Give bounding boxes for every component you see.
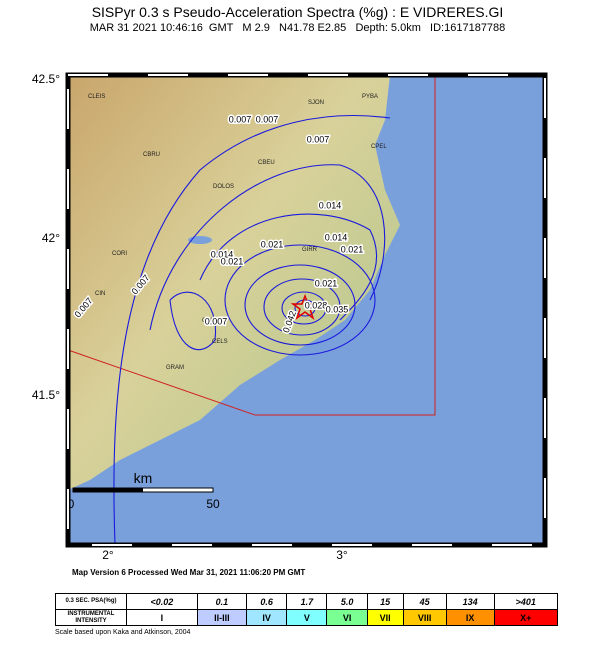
scale-note: Scale based upon Kaka and Atkinson, 2004 (55, 629, 191, 636)
land (68, 75, 400, 490)
intensity-cell: I (126, 609, 198, 626)
contour (149, 164, 386, 331)
intensity-cell: X+ (493, 609, 558, 626)
contour-label: 0.021 (221, 256, 244, 266)
lat-label: 42.5° (32, 72, 60, 86)
contour-label: 0.007 (205, 316, 228, 326)
intensity-cell: II-III (196, 609, 247, 626)
contours (113, 114, 391, 546)
place: CBEU (258, 160, 275, 166)
contour (224, 244, 376, 356)
legend-table: 0.3 SEC. PSA(%g) <0.02 0.1 0.6 1.7 5.0 15 45 134… (55, 593, 558, 626)
title: SISPyr 0.3 s Pseudo-Acceleration Spectra… (91, 4, 504, 20)
contour (169, 291, 217, 351)
psa-cell: 0.6 (245, 593, 288, 610)
place: CFON (202, 318, 219, 324)
psa-cell: 5.0 (326, 593, 368, 610)
frame (65, 72, 548, 548)
psa-cell: 0.1 (196, 593, 247, 610)
intensity-header: INSTRUMENTAL INTENSITY (55, 609, 127, 626)
lake (188, 236, 212, 244)
place: SJON (308, 100, 324, 106)
contour-label: 0.035 (326, 304, 349, 314)
intensity-cell: IX (445, 609, 495, 626)
contour (199, 213, 377, 321)
intensity-cell: V (286, 609, 328, 626)
intensity-row: INSTRUMENTAL INTENSITY I II-III IV V VI VII VII… (55, 609, 558, 626)
place: CPEL (371, 144, 387, 150)
epicenter (290, 293, 320, 321)
place: GIRR (302, 247, 318, 253)
scale-end: 50 (206, 497, 220, 511)
place: CORI (112, 251, 127, 257)
psa-cell: >401 (493, 593, 558, 610)
contour (244, 264, 356, 346)
processed-note: Map Version 6 Processed Wed Mar 31, 2021… (72, 568, 305, 577)
lat-label: 41.5° (32, 388, 60, 402)
psa-cell: 45 (402, 593, 447, 610)
scale-bar: km 0 50 (68, 470, 220, 511)
places: CBRU CBEU DOLOS CORI CFON CELS GRAM CPEL… (88, 94, 387, 371)
psa-cell: 1.7 (286, 593, 328, 610)
place: CBRU (143, 152, 160, 158)
lon-label: 3° (336, 548, 348, 562)
place: DOLOS (213, 184, 234, 190)
contour-label: 0.014 (319, 200, 342, 210)
psa-cell: 134 (445, 593, 495, 610)
psa-row: 0.3 SEC. PSA(%g) <0.02 0.1 0.6 1.7 5.0 15 45 134… (55, 593, 558, 610)
scale-start: 0 (68, 497, 75, 511)
place: CLEIS (88, 94, 105, 100)
psa-cell: <0.02 (126, 593, 198, 610)
psa-header: 0.3 SEC. PSA(%g) (55, 593, 127, 610)
psa-cell: 15 (366, 593, 404, 610)
scale-bar-fill (73, 488, 143, 492)
contour-label: 0.007 (307, 134, 330, 144)
intensity-cell: VII (366, 609, 404, 626)
lat-label: 42° (42, 231, 60, 245)
contour (263, 278, 341, 336)
contour-label: 0.014 (325, 232, 348, 242)
place: CIN (95, 291, 105, 297)
contour-label: 0.021 (341, 244, 364, 254)
contour (294, 299, 316, 317)
intensity-cell: VIII (402, 609, 447, 626)
place: CELS (212, 339, 228, 345)
place: GRAM (166, 365, 184, 371)
intensity-cell: VI (326, 609, 368, 626)
region-boundary (67, 75, 436, 416)
contour-label: 0.014 (211, 249, 234, 259)
contour-label: 0.007 (256, 114, 279, 124)
contour-label: 0.028 (305, 300, 328, 310)
contour (113, 114, 391, 546)
contour-label: 0.021 (315, 278, 338, 288)
subtitle: MAR 31 2021 10:46:16 GMT M 2.9 N41.78 E2… (89, 22, 506, 34)
contour-label: 0.021 (261, 239, 284, 249)
place: PYBA (362, 94, 378, 100)
lon-label: 2° (102, 548, 114, 562)
map: CBRU CBEU DOLOS CORI CFON CELS GRAM CPEL… (32, 72, 548, 577)
scale-unit: km (134, 470, 153, 486)
contour-label: 0.007 (229, 114, 252, 124)
contour (281, 291, 327, 325)
intensity-cell: IV (245, 609, 288, 626)
